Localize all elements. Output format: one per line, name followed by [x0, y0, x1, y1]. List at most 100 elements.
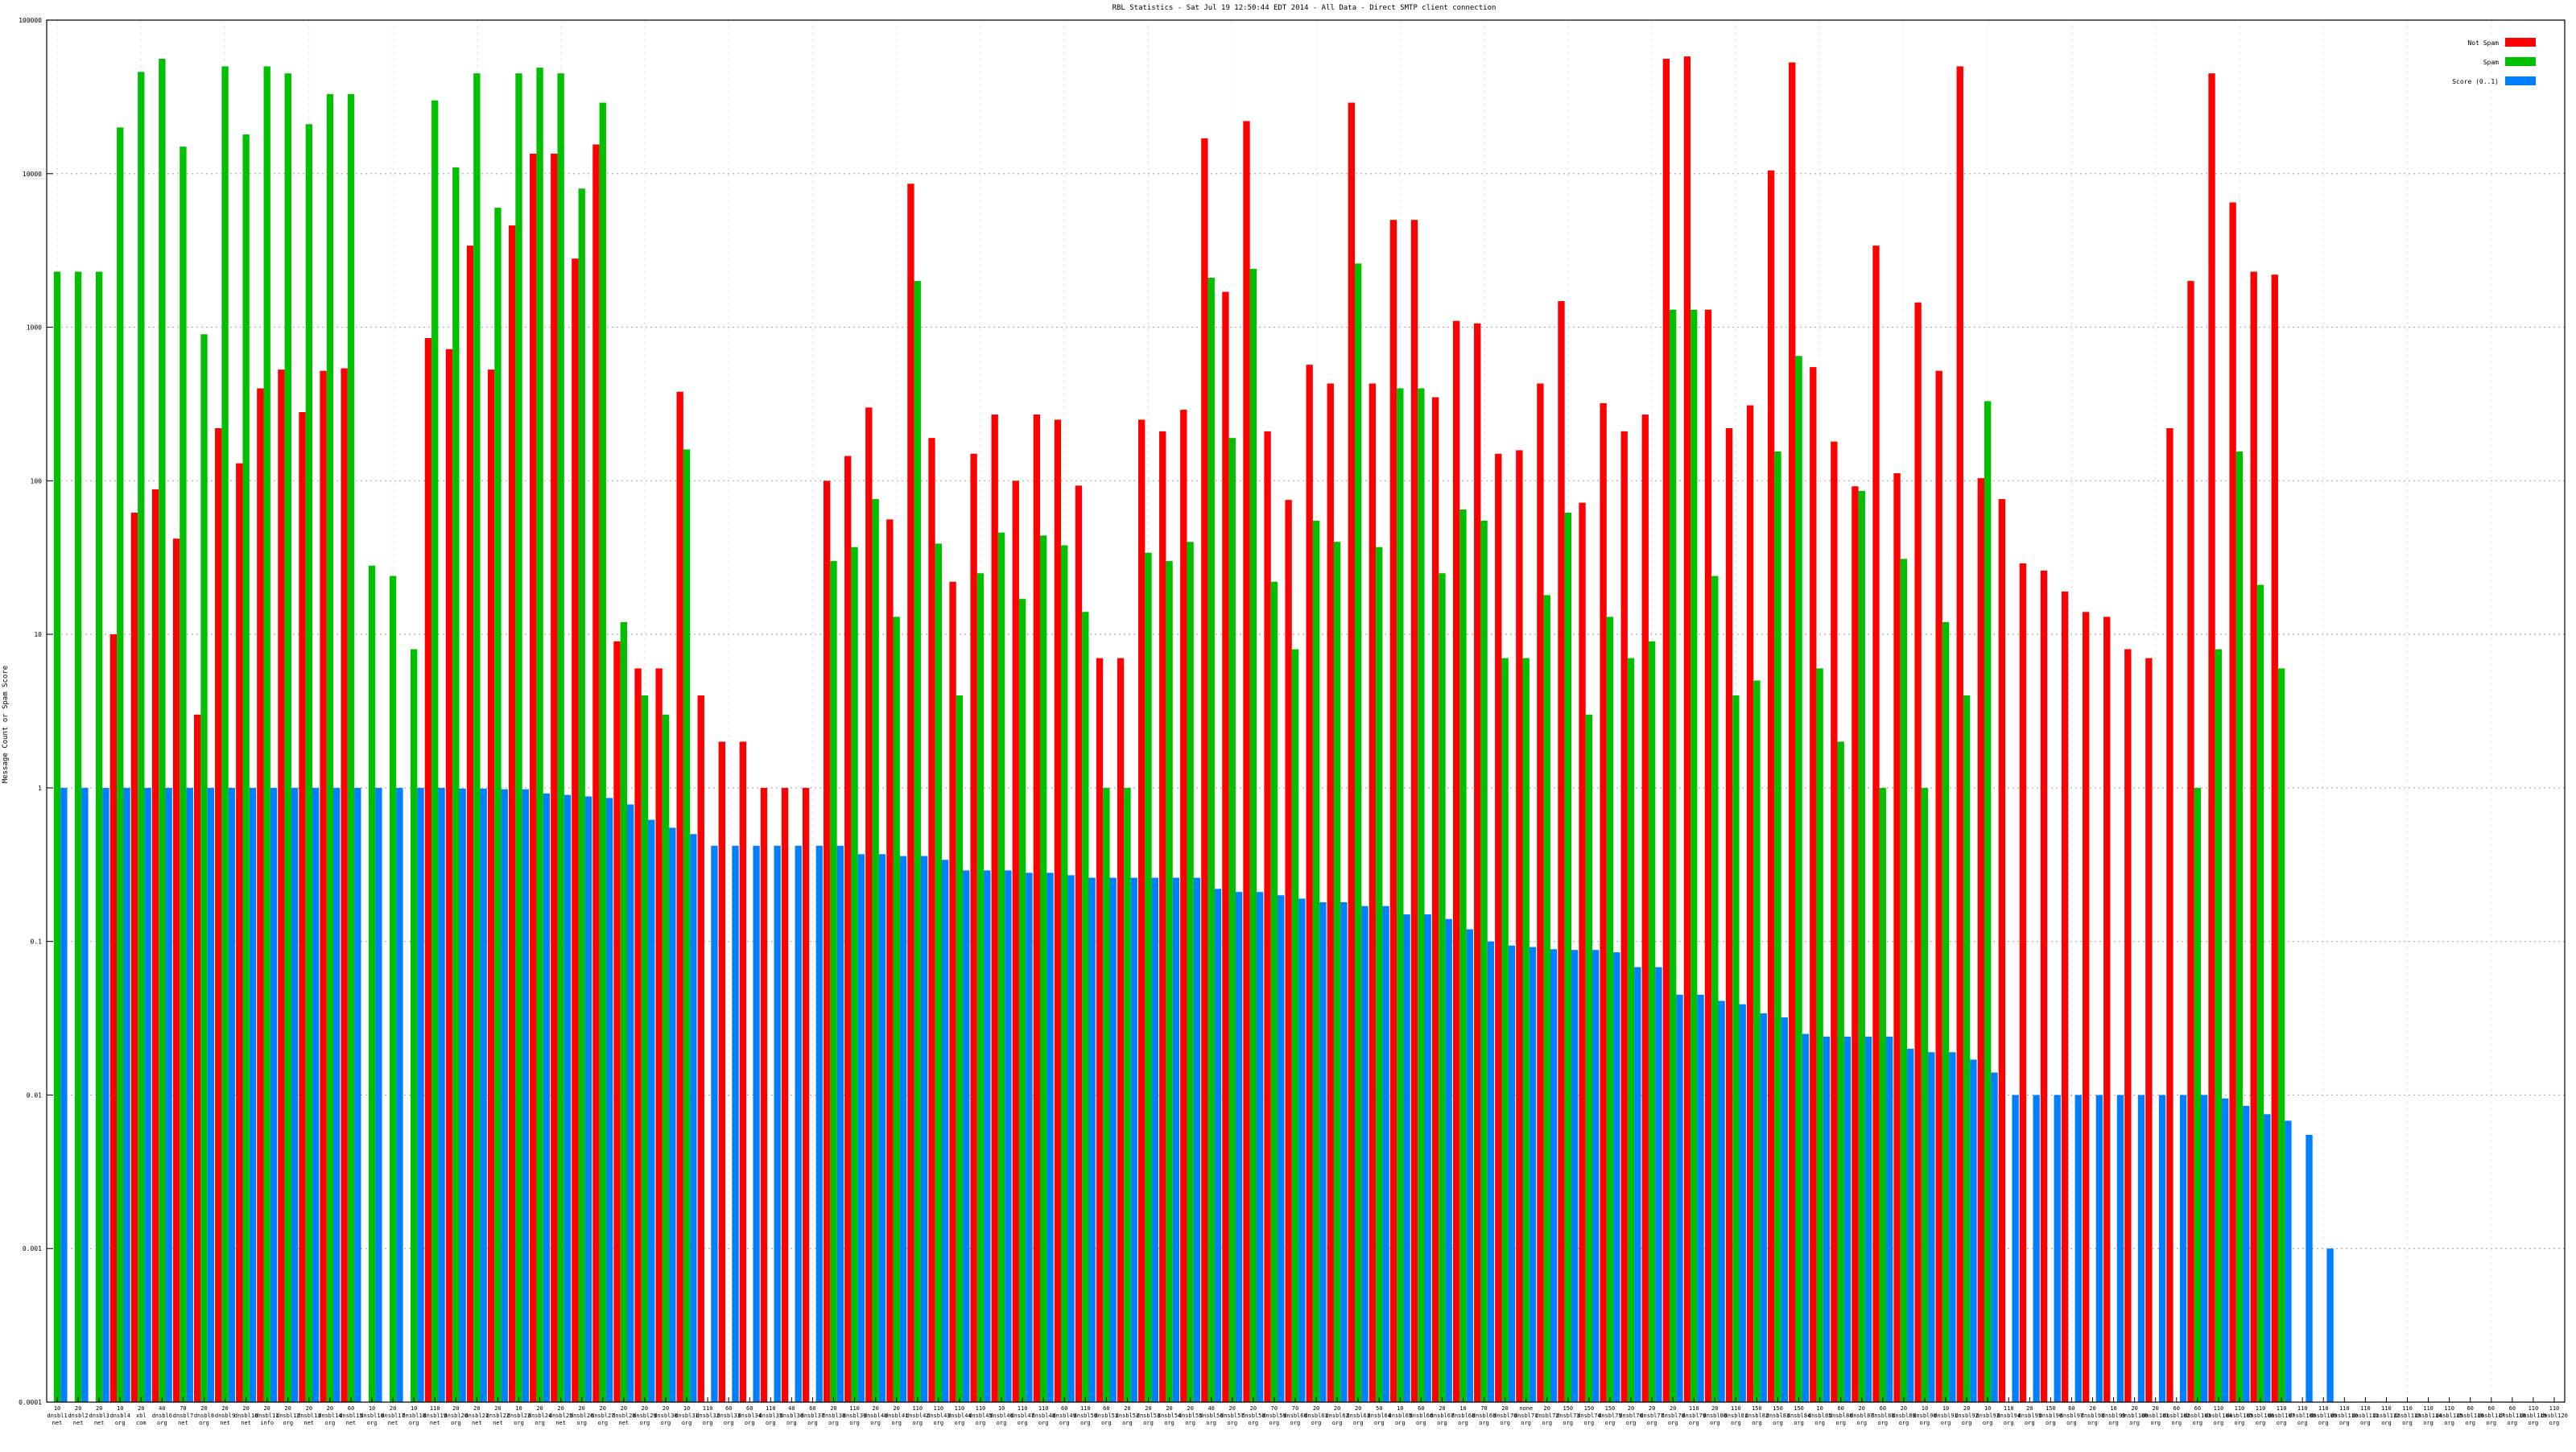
not-spam-bar — [1180, 410, 1187, 1403]
not-spam-bar — [1516, 450, 1523, 1402]
x-tick-label: 10 dnsbl91 org — [1934, 1405, 1958, 1426]
not-spam-bar — [151, 489, 159, 1402]
score-bar — [60, 787, 68, 1402]
y-tick-label: 0.001 — [23, 1245, 42, 1252]
score-bar — [669, 827, 676, 1402]
not-spam-bar — [1725, 428, 1733, 1402]
x-tick-label: 20 dnsbl98 org — [2081, 1405, 2105, 1426]
score-bar — [1382, 905, 1389, 1402]
spam-bar — [1061, 545, 1068, 1403]
not-spam-bar — [445, 349, 453, 1403]
not-spam-bar — [2061, 591, 2069, 1402]
score-bar — [774, 845, 781, 1402]
spam-bar — [494, 208, 502, 1403]
score-bar — [627, 804, 634, 1402]
x-tick-label: 60 dnsbl33 org — [716, 1405, 741, 1426]
x-tick-label: 60 dnsbl49 org — [1052, 1405, 1076, 1426]
score-bar — [1151, 877, 1159, 1402]
score-bar — [1424, 914, 1431, 1402]
x-tick-label: 10 dnsbl16 org — [360, 1405, 384, 1426]
score-bar — [186, 787, 193, 1402]
x-tick-label: 20 dnsbl54 org — [1158, 1405, 1182, 1426]
score-bar — [753, 845, 760, 1402]
score-bar — [1991, 1072, 1998, 1402]
x-tick-label: 20 dnsbl20 org — [444, 1405, 469, 1426]
y-tick-label: 100000 — [19, 17, 42, 24]
score-bar — [1130, 877, 1137, 1402]
not-spam-bar — [1306, 365, 1313, 1403]
score-bar — [312, 787, 320, 1402]
x-tick-label: 10 dnsbl99 org — [2102, 1405, 2126, 1426]
x-tick-label: 110 dnsbl119 org — [2520, 1405, 2547, 1426]
x-tick-label: 20 dnsbl72 org — [1535, 1405, 1559, 1426]
x-tick-label: 70 dnsbl7 net — [173, 1405, 193, 1426]
not-spam-bar — [1431, 397, 1439, 1402]
not-spam-bar — [1075, 485, 1083, 1402]
score-bar — [1529, 947, 1537, 1402]
spam-bar — [74, 271, 82, 1403]
score-bar — [1592, 950, 1600, 1402]
spam-bar — [641, 695, 649, 1402]
not-spam-bar — [592, 144, 600, 1403]
x-tick-label: 20 dnsbl77 org — [1640, 1405, 1664, 1426]
x-tick-label: 20 dnsbl40 org — [864, 1405, 888, 1426]
spam-bar — [1774, 452, 1781, 1403]
score-bar — [123, 787, 130, 1402]
not-spam-bar — [865, 407, 873, 1402]
spam-bar — [242, 134, 250, 1403]
x-tick-label: 110 dnsbl111 org — [2352, 1405, 2380, 1426]
not-spam-bar — [718, 741, 725, 1402]
score-bar — [270, 787, 278, 1402]
score-bar — [1046, 872, 1054, 1402]
spam-bar — [2256, 584, 2264, 1402]
not-spam-bar — [193, 714, 201, 1402]
x-tick-label: 110 dnsbl94 org — [1996, 1405, 2021, 1426]
x-tick-label: 20 dnsbl61 org — [1304, 1405, 1328, 1426]
not-spam-bar — [2124, 649, 2132, 1402]
y-tick-label: 1000 — [27, 324, 42, 332]
not-spam-bar — [949, 581, 956, 1402]
x-tick-label: 20 dnsbl13 net — [297, 1405, 321, 1426]
not-spam-bar — [1893, 472, 1901, 1402]
spam-bar — [1124, 787, 1131, 1402]
score-bar — [249, 787, 257, 1402]
x-tick-label: 20 dnsbl25 net — [549, 1405, 573, 1426]
spam-bar — [1606, 617, 1614, 1402]
score-bar — [459, 788, 466, 1402]
not-spam-bar — [697, 695, 704, 1402]
not-spam-bar — [487, 369, 495, 1402]
spam-bar — [2277, 668, 2285, 1402]
spam-bar — [1418, 388, 1425, 1403]
x-tick-label: 20 dnsbl92 org — [1955, 1405, 1979, 1426]
spam-bar — [1291, 649, 1299, 1402]
x-tick-label: 10 dnsbl68 org — [1451, 1405, 1476, 1426]
x-tick-label: 150 dnsbl96 org — [2039, 1405, 2063, 1426]
not-spam-bar — [215, 428, 222, 1402]
x-tick-label: 10 dnsbl93 org — [1975, 1405, 2000, 1426]
spam-bar — [1753, 680, 1761, 1402]
not-spam-bar — [1096, 658, 1104, 1402]
spam-bar — [263, 66, 270, 1403]
score-bar — [564, 794, 572, 1402]
spam-bar — [2215, 649, 2223, 1402]
score-bar — [1781, 1017, 1789, 1402]
not-spam-bar — [299, 412, 306, 1402]
x-tick-label: 110 dnsbl110 org — [2330, 1405, 2358, 1426]
spam-bar — [662, 714, 670, 1402]
score-bar — [1361, 905, 1368, 1402]
x-tick-label: 60 dnsbl103 org — [2184, 1405, 2211, 1426]
not-spam-bar — [970, 453, 977, 1402]
not-spam-bar — [1264, 431, 1271, 1402]
score-bar — [543, 793, 551, 1402]
x-tick-label: 20 dnsbl62 org — [1325, 1405, 1349, 1426]
x-tick-label: 20 dnsbl12 org — [276, 1405, 300, 1426]
axes: 0.0001 0.001 0.01 0.1 1 10 100 1000 10000 100000 — [19, 17, 2566, 1406]
not-spam-bar — [551, 153, 558, 1403]
spam-bar — [1648, 641, 1656, 1402]
x-tick-label: 40 dnsbl36 org — [780, 1405, 804, 1426]
spam-bar — [326, 93, 334, 1403]
spam-bar — [1585, 714, 1593, 1402]
x-tick-label: 20 dnsbl55 org — [1179, 1405, 1203, 1426]
x-tick-label: 60 dnsbl66 org — [1410, 1405, 1434, 1426]
score-bar — [1697, 994, 1704, 1402]
